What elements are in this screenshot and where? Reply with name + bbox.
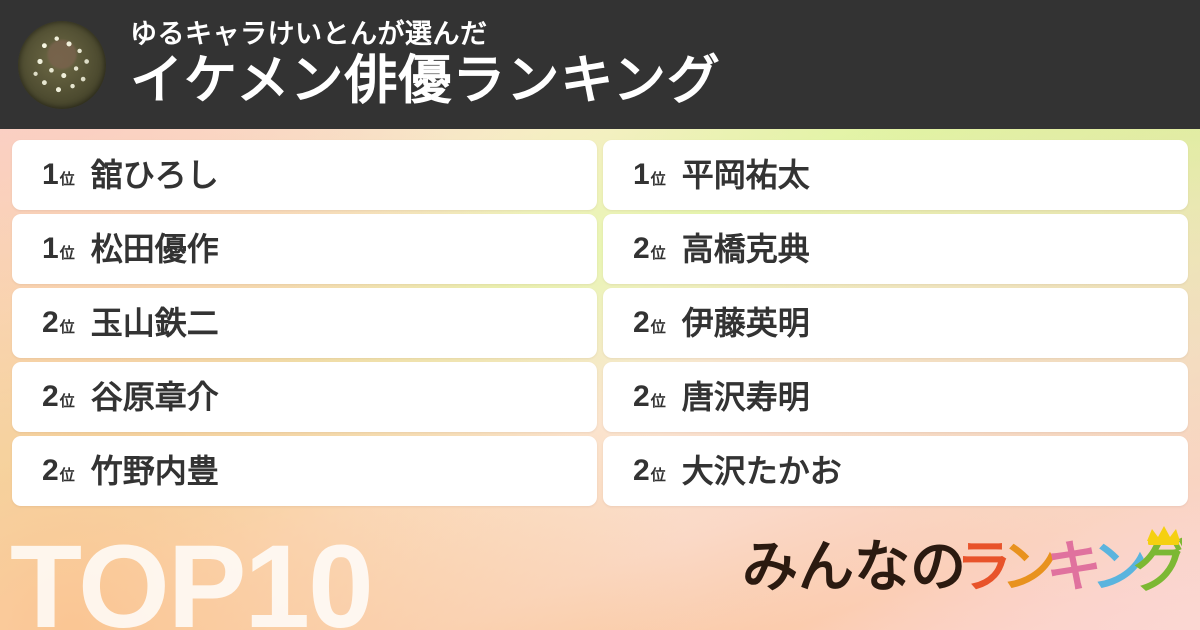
rank-unit: 位	[650, 171, 666, 188]
rank-number: 1	[42, 158, 59, 191]
rank-unit: 位	[59, 319, 75, 336]
rank-unit: 位	[650, 245, 666, 262]
logo-text-minnano: みんなの	[742, 535, 966, 598]
ranking-item-name: 唐沢寿明	[681, 379, 810, 415]
ranking-item-name: 伊藤英明	[681, 305, 810, 341]
rank-number: 2	[633, 380, 650, 413]
rank-unit: 位	[59, 171, 75, 188]
rank-number: 2	[633, 232, 650, 265]
rank-unit: 位	[650, 393, 666, 410]
rank-unit: 位	[650, 319, 666, 336]
ranking-item-name: 谷原章介	[90, 379, 219, 415]
rank-unit: 位	[59, 467, 75, 484]
ranking-item-name: 平岡祐太	[681, 157, 810, 193]
rank-unit: 位	[59, 393, 75, 410]
ranking-item-name: 玉山鉄二	[90, 305, 219, 341]
ranking-item-name: 竹野内豊	[90, 453, 219, 489]
minna-no-ranking-logo[interactable]: みんなの ラ ン キ ン グ	[742, 524, 1182, 608]
ranking-item-name: 大沢たかお	[681, 453, 842, 489]
ranking-item-name: 舘ひろし	[90, 157, 219, 193]
rank-number: 2	[42, 454, 59, 487]
rank-unit: 位	[650, 467, 666, 484]
rank-number: 1	[42, 232, 59, 265]
rank-number: 2	[633, 454, 650, 487]
top10-watermark: TOP10	[10, 521, 374, 630]
firework-avatar-icon	[18, 20, 106, 109]
rank-number: 2	[633, 306, 650, 339]
rank-number: 2	[42, 306, 59, 339]
crown-icon	[1147, 526, 1180, 545]
header-subtitle: ゆるキャラけいとんが選んだ	[130, 19, 488, 49]
rank-number: 2	[42, 380, 59, 413]
page-title: イケメン俳優ランキング	[130, 51, 721, 111]
rank-unit: 位	[59, 245, 75, 262]
ranking-item-name: 高橋克典	[681, 231, 810, 267]
rank-number: 1	[633, 158, 650, 191]
ranking-item-name: 松田優作	[90, 231, 219, 267]
header-text-group: ゆるキャラけいとんが選んだ イケメン俳優ランキング	[130, 20, 721, 109]
header-bar: ゆるキャラけいとんが選んだ イケメン俳優ランキング	[0, 0, 1200, 129]
